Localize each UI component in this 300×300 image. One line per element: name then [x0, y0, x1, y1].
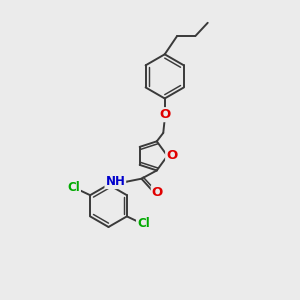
Text: O: O	[152, 186, 163, 199]
Text: Cl: Cl	[67, 181, 80, 194]
Text: NH: NH	[105, 175, 125, 188]
Text: O: O	[159, 108, 170, 121]
Text: Cl: Cl	[137, 217, 150, 230]
Text: O: O	[166, 149, 177, 162]
